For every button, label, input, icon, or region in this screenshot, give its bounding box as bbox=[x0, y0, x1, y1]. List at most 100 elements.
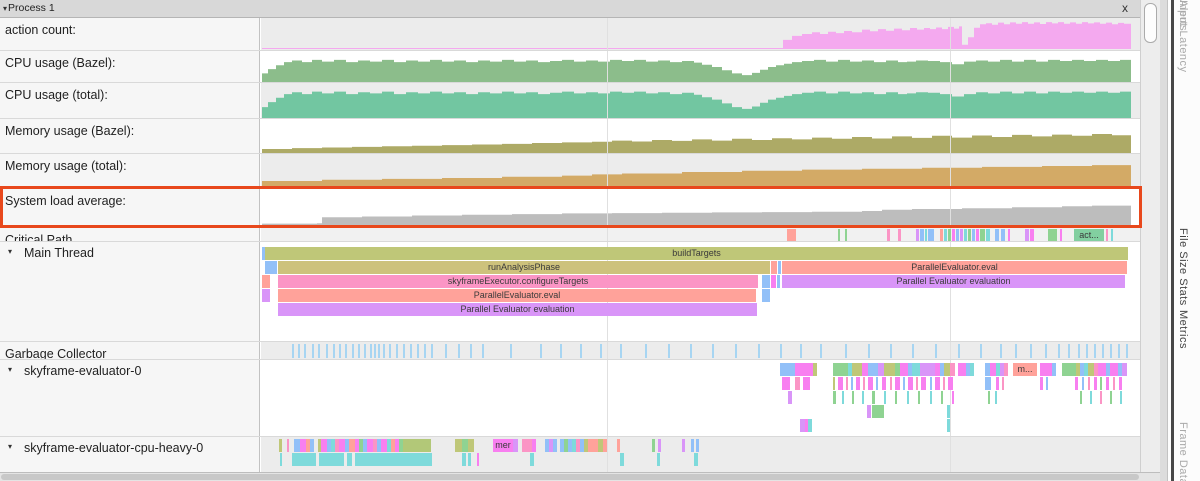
evaluator0-slice[interactable] bbox=[1062, 363, 1076, 376]
cpu-heavy-slice[interactable] bbox=[339, 439, 345, 452]
main-thread-slice-runAnalysisPhase[interactable]: runAnalysisPhase bbox=[278, 261, 770, 274]
vertical-scrollbar-thumb[interactable] bbox=[1144, 3, 1157, 43]
evaluator0-slice[interactable] bbox=[1076, 363, 1080, 376]
cpu-heavy-slice[interactable] bbox=[331, 439, 335, 452]
evaluator0-slice[interactable] bbox=[1110, 391, 1112, 404]
cpu-heavy-slice[interactable] bbox=[395, 439, 399, 452]
cpu-heavy-slice[interactable] bbox=[399, 439, 403, 452]
cpu-heavy-slice[interactable] bbox=[696, 439, 699, 452]
collapse-arrow-icon[interactable]: ▾ bbox=[8, 365, 13, 374]
cpu-heavy-slice[interactable] bbox=[391, 439, 395, 452]
collapse-arrow-icon[interactable]: ▾ bbox=[8, 247, 13, 256]
cpu-heavy-slice[interactable] bbox=[292, 453, 316, 466]
cpu-heavy-slice[interactable] bbox=[403, 439, 431, 452]
evaluator0-slice[interactable] bbox=[833, 391, 836, 404]
critical-path-slice[interactable] bbox=[1025, 229, 1029, 241]
evaluator0-slice[interactable] bbox=[862, 363, 868, 376]
cpu-heavy-slice[interactable] bbox=[580, 439, 584, 452]
tab-alerts[interactable]: Alerts bbox=[1177, 0, 1189, 32]
critical-path-slice[interactable] bbox=[1106, 229, 1108, 241]
cpu-heavy-slice[interactable] bbox=[572, 439, 576, 452]
critical-path-slice[interactable] bbox=[980, 229, 985, 241]
evaluator0-slice[interactable] bbox=[780, 363, 795, 376]
cpu-heavy-slice[interactable] bbox=[355, 439, 359, 452]
cpu-heavy-slice[interactable] bbox=[294, 439, 300, 452]
evaluator0-slice[interactable] bbox=[895, 377, 900, 390]
main-thread-slice[interactable] bbox=[777, 275, 780, 288]
evaluator0-slice[interactable] bbox=[940, 363, 944, 376]
evaluator0-slice[interactable] bbox=[782, 377, 790, 390]
evaluator0-slice[interactable] bbox=[912, 363, 920, 376]
cpu-heavy-slice[interactable] bbox=[367, 439, 373, 452]
evaluator0-slice[interactable] bbox=[921, 377, 926, 390]
evaluator0-slice[interactable] bbox=[833, 363, 848, 376]
evaluator0-slice[interactable] bbox=[952, 391, 954, 404]
cpu-heavy-slice[interactable] bbox=[598, 439, 603, 452]
main-thread-slice[interactable] bbox=[771, 261, 777, 274]
evaluator0-slice[interactable] bbox=[862, 391, 864, 404]
cpu-heavy-slice[interactable] bbox=[620, 453, 624, 466]
evaluator0-slice[interactable] bbox=[833, 377, 835, 390]
cpu-heavy-slice[interactable] bbox=[522, 439, 532, 452]
evaluator0-slice-m[interactable]: m... bbox=[1013, 363, 1037, 376]
evaluator0-slice[interactable] bbox=[935, 377, 940, 390]
cpu-heavy-slice[interactable] bbox=[603, 439, 607, 452]
main-thread-slice[interactable] bbox=[762, 289, 770, 302]
evaluator0-slice[interactable] bbox=[1100, 377, 1102, 390]
close-icon[interactable]: x bbox=[1122, 1, 1128, 15]
evaluator0-slice[interactable] bbox=[1090, 391, 1092, 404]
evaluator0-slice[interactable] bbox=[930, 391, 932, 404]
critical-path-slice[interactable] bbox=[887, 229, 890, 241]
evaluator0-slice[interactable] bbox=[947, 419, 950, 432]
cpu-heavy-slice[interactable] bbox=[652, 439, 655, 452]
cpu-heavy-slice[interactable] bbox=[549, 439, 553, 452]
cpu-heavy-slice[interactable] bbox=[363, 439, 367, 452]
cpu-heavy-slice[interactable] bbox=[327, 439, 331, 452]
evaluator0-slice[interactable] bbox=[1004, 363, 1008, 376]
main-thread-slice-buildTargets[interactable]: buildTargets bbox=[265, 247, 1128, 260]
evaluator0-slice[interactable] bbox=[838, 377, 843, 390]
thread-skyframe-evaluator-0-label[interactable]: ▾ skyframe-evaluator-0 bbox=[0, 360, 260, 436]
main-thread-slice-ParallelEvaluatoreval[interactable]: ParallelEvaluator.eval bbox=[278, 289, 756, 302]
evaluator0-slice[interactable] bbox=[948, 377, 953, 390]
evaluator0-slice[interactable] bbox=[1088, 377, 1090, 390]
cpu-heavy-slice[interactable] bbox=[280, 453, 282, 466]
evaluator0-slice[interactable] bbox=[900, 363, 908, 376]
cpu-heavy-slice[interactable] bbox=[462, 453, 466, 466]
evaluator0-slice[interactable] bbox=[848, 363, 852, 376]
cpu-heavy-slice[interactable] bbox=[545, 439, 549, 452]
main-thread-slice[interactable] bbox=[265, 261, 277, 274]
cpu-heavy-slice[interactable] bbox=[455, 439, 462, 452]
horizontal-scrollbar-thumb[interactable] bbox=[1, 474, 1139, 480]
evaluator0-slice[interactable] bbox=[1110, 363, 1118, 376]
evaluator0-slice[interactable] bbox=[1084, 363, 1088, 376]
cpu-heavy-slice[interactable] bbox=[349, 439, 355, 452]
evaluator0-slice[interactable] bbox=[868, 377, 873, 390]
cpu-heavy-slice[interactable] bbox=[345, 439, 349, 452]
main-thread-slice[interactable] bbox=[778, 261, 781, 274]
evaluator0-slice[interactable] bbox=[805, 419, 808, 432]
evaluator0-slice[interactable] bbox=[846, 377, 848, 390]
cpu-heavy-slice[interactable] bbox=[387, 439, 391, 452]
evaluator0-slice[interactable] bbox=[878, 363, 884, 376]
evaluator0-slice[interactable] bbox=[985, 363, 990, 376]
cpu-heavy-slice[interactable] bbox=[300, 439, 306, 452]
evaluator0-slice[interactable] bbox=[852, 391, 854, 404]
evaluator0-slice[interactable] bbox=[988, 391, 990, 404]
cpu-heavy-slice[interactable] bbox=[359, 439, 363, 452]
evaluator0-slice[interactable] bbox=[958, 363, 966, 376]
evaluator0-slice[interactable] bbox=[996, 363, 1000, 376]
main-thread-slice-skyframeExecutorconfigureTargets[interactable]: skyframeExecutor.configureTargets bbox=[278, 275, 758, 288]
cpu-heavy-slice[interactable] bbox=[588, 439, 598, 452]
evaluator0-slice[interactable] bbox=[808, 419, 812, 432]
evaluator0-slice[interactable] bbox=[872, 405, 884, 418]
evaluator0-slice[interactable] bbox=[1106, 363, 1110, 376]
evaluator0-slice[interactable] bbox=[788, 391, 792, 404]
tab-input-latency[interactable]: Input Latency bbox=[1177, 0, 1189, 73]
evaluator0-slice[interactable] bbox=[1082, 377, 1084, 390]
cpu-heavy-slice[interactable] bbox=[319, 453, 344, 466]
critical-path-slice[interactable] bbox=[1060, 229, 1062, 241]
cpu-heavy-slice[interactable] bbox=[553, 439, 557, 452]
critical-path-slice[interactable] bbox=[964, 229, 967, 241]
critical-path-slice[interactable] bbox=[976, 229, 979, 241]
